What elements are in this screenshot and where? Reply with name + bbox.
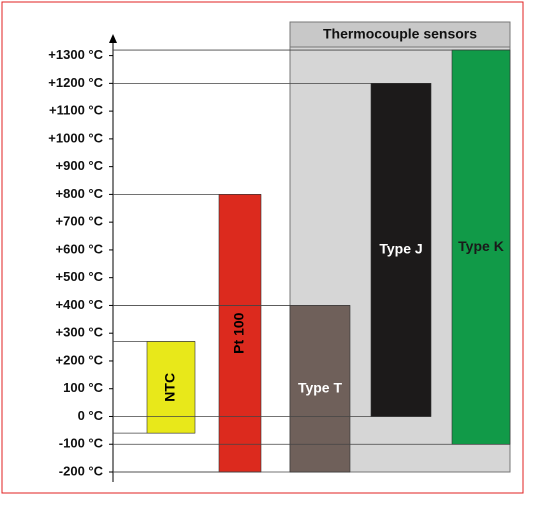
y-tick-label: -100 °C xyxy=(59,436,104,451)
panel-title: Thermocouple sensors xyxy=(323,26,477,42)
panel-header xyxy=(289,21,511,48)
y-tick-label: +300 °C xyxy=(56,325,104,340)
y-tick-label: +1300 °C xyxy=(48,47,103,62)
bar-label: Type T xyxy=(298,379,343,395)
y-tick-label: +1100 °C xyxy=(49,103,104,118)
bar-label: Type J xyxy=(379,241,422,257)
y-tick-label: 0 °C xyxy=(78,408,104,423)
axis-arrow xyxy=(109,34,117,43)
y-tick-label: 100 °C xyxy=(63,380,104,395)
bar xyxy=(451,49,511,445)
y-tick-label: +400 °C xyxy=(56,297,104,312)
bar xyxy=(146,341,196,434)
y-tick-label: +1200 °C xyxy=(48,75,103,90)
y-tick-label: -200 °C xyxy=(59,463,104,478)
y-tick-label: +700 °C xyxy=(56,214,104,229)
bar-label: NTC xyxy=(162,373,178,402)
bar xyxy=(370,83,432,417)
y-tick-label: +600 °C xyxy=(56,241,104,256)
y-tick-label: +800 °C xyxy=(56,186,104,201)
bar-label: Pt 100 xyxy=(231,312,247,353)
y-tick-label: +1000 °C xyxy=(48,130,103,145)
y-tick-label: +900 °C xyxy=(56,158,104,173)
bar-label: Type K xyxy=(458,238,504,254)
y-tick-label: +200 °C xyxy=(56,352,104,367)
y-tick-label: +500 °C xyxy=(56,269,104,284)
bar xyxy=(218,194,262,473)
